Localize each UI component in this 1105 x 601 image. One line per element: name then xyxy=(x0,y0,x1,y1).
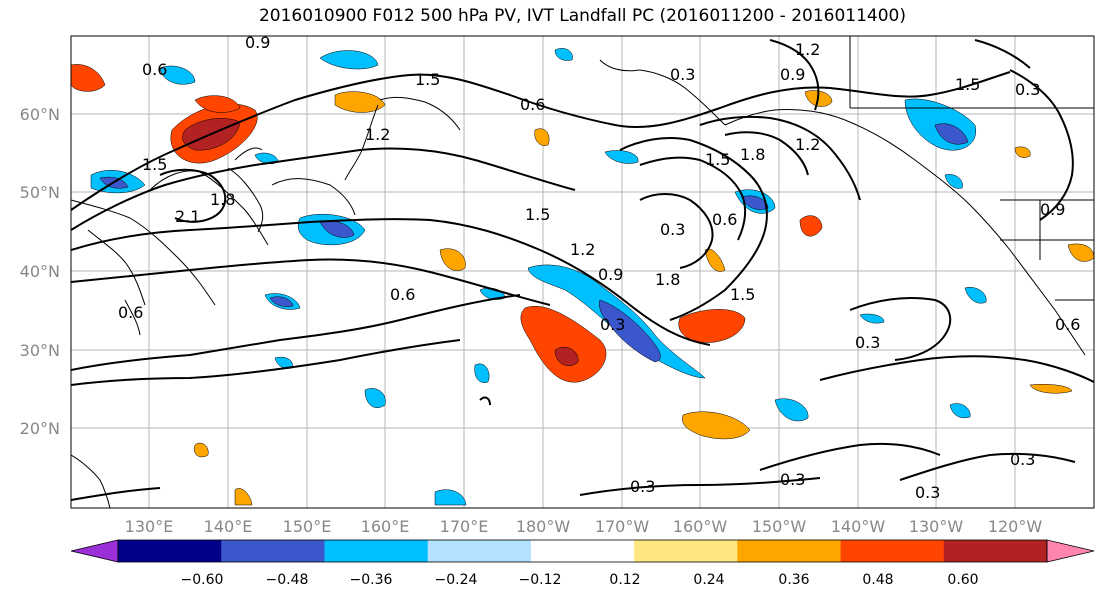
contour-label: 0.3 xyxy=(660,220,685,239)
contour-label: 0.3 xyxy=(1015,80,1040,99)
colorbar-border xyxy=(117,539,1048,563)
contour-label: 0.3 xyxy=(855,333,880,352)
contour-label: 0.9 xyxy=(598,265,623,284)
contour-label: 1.5 xyxy=(415,70,440,89)
contour-label: 1.5 xyxy=(705,150,730,169)
lat-label: 50°N xyxy=(20,183,60,202)
map-frame xyxy=(70,35,1095,509)
lon-label: 140°W xyxy=(831,517,886,536)
contour-label: 1.5 xyxy=(142,155,167,174)
contour-label: 0.9 xyxy=(780,65,805,84)
contour-label: 1.2 xyxy=(795,40,820,59)
lon-label: 150°W xyxy=(752,517,807,536)
colorbar-segment xyxy=(221,540,325,562)
contour-label: 0.9 xyxy=(1040,200,1065,219)
contour-label: 2.1 xyxy=(175,207,200,226)
colorbar-segment xyxy=(840,540,945,562)
lat-label: 20°N xyxy=(20,419,60,438)
colorbar-segment xyxy=(530,540,635,562)
contour-label: 0.3 xyxy=(630,477,655,496)
contour-label: 0.6 xyxy=(390,285,415,304)
colorbar-tick: 0.24 xyxy=(693,572,724,588)
lon-label: 170°W xyxy=(595,517,650,536)
colorbar-segment xyxy=(737,540,842,562)
colorbar-tick: −0.48 xyxy=(266,572,309,588)
contour-labels: 0.9 0.6 1.5 1.2 0.6 1.5 1.8 1.2 0.3 1.5 … xyxy=(118,33,1080,502)
lon-label: 180°W xyxy=(516,517,571,536)
lon-label: 120°W xyxy=(988,517,1043,536)
colorbar-segment xyxy=(118,540,222,562)
contour-label: 1.8 xyxy=(655,270,680,289)
contour-label: 1.5 xyxy=(955,75,980,94)
contour-label: 0.9 xyxy=(245,33,270,52)
colorbar-tick: 0.36 xyxy=(778,572,809,588)
colorbar-tick: 0.60 xyxy=(947,572,978,588)
latitude-labels: 60°N 50°N 40°N 30°N 20°N xyxy=(20,105,60,438)
colorbar-segment xyxy=(324,540,429,562)
colorbar-tick: −0.60 xyxy=(181,572,224,588)
colorbar-extend-max xyxy=(1046,539,1095,563)
colorbar xyxy=(70,539,1095,563)
contour-label: 1.5 xyxy=(525,205,550,224)
colorbar-segment xyxy=(943,540,1048,562)
lon-label: 150°E xyxy=(283,517,332,536)
contour-label: 0.3 xyxy=(1010,450,1035,469)
contour-label: 1.8 xyxy=(740,145,765,164)
colorbar-extend-min xyxy=(70,539,119,563)
lon-label: 130°W xyxy=(909,517,964,536)
lon-label: 140°E xyxy=(204,517,253,536)
contour-label: 1.8 xyxy=(210,190,235,209)
colorbar-tick-labels: −0.60 −0.48 −0.36 −0.24 −0.12 0.12 0.24 … xyxy=(181,572,979,588)
contour-label: 1.2 xyxy=(795,135,820,154)
lat-label: 60°N xyxy=(20,105,60,124)
contour-label: 0.6 xyxy=(118,303,143,322)
lon-label: 170°E xyxy=(440,517,489,536)
contour-label: 0.6 xyxy=(520,95,545,114)
colorbar-tick: −0.12 xyxy=(519,572,562,588)
contour-label: 0.3 xyxy=(780,470,805,489)
colorbar-segment xyxy=(427,540,532,562)
lon-label: 160°W xyxy=(673,517,728,536)
colorbar-segment xyxy=(634,540,738,562)
lon-label: 160°E xyxy=(361,517,410,536)
contour-label: 0.3 xyxy=(670,65,695,84)
contour-label: 0.6 xyxy=(712,210,737,229)
contour-label: 0.3 xyxy=(600,315,625,334)
contour-label: 1.2 xyxy=(365,125,390,144)
colorbar-tick: 0.48 xyxy=(862,572,893,588)
lat-label: 40°N xyxy=(20,262,60,281)
pv-contours xyxy=(71,39,1094,501)
contour-label: 0.3 xyxy=(915,483,940,502)
map-title: 2016010900 F012 500 hPa PV, IVT Landfall… xyxy=(258,6,906,26)
colorbar-tick: 0.12 xyxy=(609,572,640,588)
contour-label: 1.5 xyxy=(730,285,755,304)
contour-label: 0.6 xyxy=(142,60,167,79)
colorbar-tick: −0.24 xyxy=(435,572,478,588)
lon-label: 130°E xyxy=(125,517,174,536)
longitude-labels: 130°E 140°E 150°E 160°E 170°E 180°W 170°… xyxy=(125,517,1043,536)
lat-label: 30°N xyxy=(20,341,60,360)
colorbar-tick: −0.36 xyxy=(350,572,393,588)
contour-label: 1.2 xyxy=(570,240,595,259)
contour-label: 0.6 xyxy=(1055,315,1080,334)
